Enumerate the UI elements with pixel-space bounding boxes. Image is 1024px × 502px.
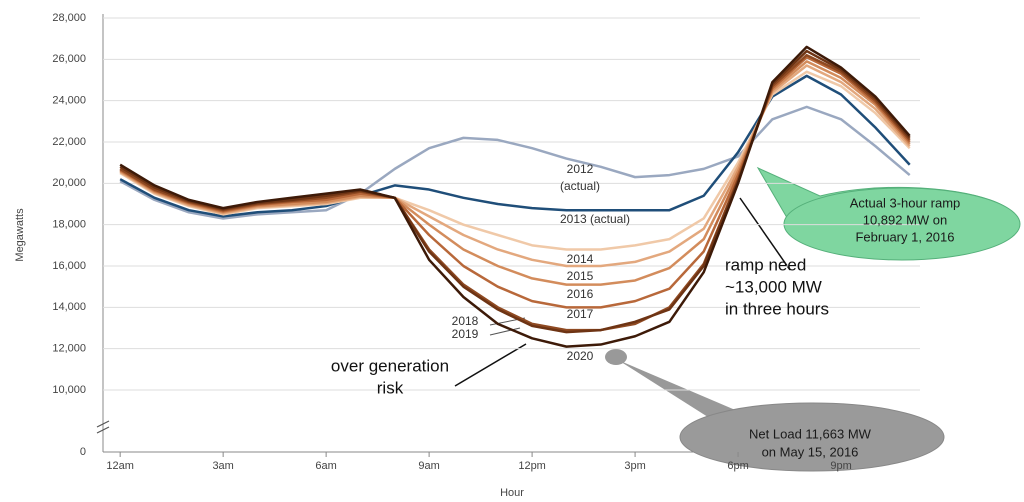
leader: [489, 327, 521, 336]
annotation: Actual 3-hour ramp: [850, 195, 961, 210]
annotation: risk: [377, 378, 404, 397]
curve-label: 2016: [567, 287, 594, 301]
x-tick-label: 9pm: [830, 460, 851, 472]
y-tick-label: 28,000: [52, 12, 86, 24]
x-axis-label: Hour: [500, 487, 524, 499]
curve-note: (actual): [560, 179, 600, 193]
annotation: on May 15, 2016: [762, 444, 859, 459]
series-line: [119, 60, 911, 286]
y-tick-label: 14,000: [52, 301, 86, 313]
y-tick-label: 10,000: [52, 384, 86, 396]
marker: [605, 349, 627, 365]
x-tick-label: 6pm: [727, 460, 748, 472]
series-line: [119, 74, 911, 218]
y-axis-label: Megawatts: [14, 208, 26, 262]
annotation: over generation: [331, 356, 449, 375]
y-tick-label: 16,000: [52, 260, 86, 272]
axis-break: [96, 420, 110, 428]
y-tick-label: 12,000: [52, 343, 86, 355]
y-tick-label: 26,000: [52, 53, 86, 65]
x-tick-label: 3am: [212, 460, 233, 472]
annotation: in three hours: [725, 299, 829, 318]
annotation: 10,892 MW on: [863, 212, 948, 227]
x-tick-label: 12pm: [518, 460, 546, 472]
curve-label: 2013 (actual): [560, 212, 630, 226]
curve-label: 2012: [567, 162, 594, 176]
x-tick-label: 6am: [315, 460, 336, 472]
axis-break: [96, 426, 110, 434]
annotation: February 1, 2016: [855, 229, 954, 244]
y-tick-label: 0: [80, 446, 86, 458]
curve-label: 2017: [567, 307, 594, 321]
x-tick-label: 3pm: [624, 460, 645, 472]
curve-label: 2018: [452, 314, 479, 328]
annotation: Net Load 11,663 MW: [749, 426, 872, 441]
curve-label: 2020: [567, 349, 594, 363]
x-tick-label: 12am: [106, 460, 134, 472]
curve-label: 2019: [452, 327, 479, 341]
y-tick-label: 20,000: [52, 177, 86, 189]
annotation: ~13,000 MW: [725, 277, 822, 296]
curve-label: 2014: [567, 252, 594, 266]
series-line: [119, 45, 911, 348]
callout-shape: [783, 187, 1021, 261]
series-line: [119, 105, 911, 220]
x-tick-label: 9am: [418, 460, 439, 472]
arrow: [454, 343, 527, 387]
annotation: ramp need: [725, 255, 806, 274]
callout-shape: [679, 402, 945, 472]
arrow: [739, 197, 791, 271]
decor: [96, 14, 1021, 472]
y-tick-label: 18,000: [52, 219, 86, 231]
y-tick-label: 22,000: [52, 136, 86, 148]
curve-label: 2015: [567, 269, 594, 283]
y-tick-label: 24,000: [52, 95, 86, 107]
